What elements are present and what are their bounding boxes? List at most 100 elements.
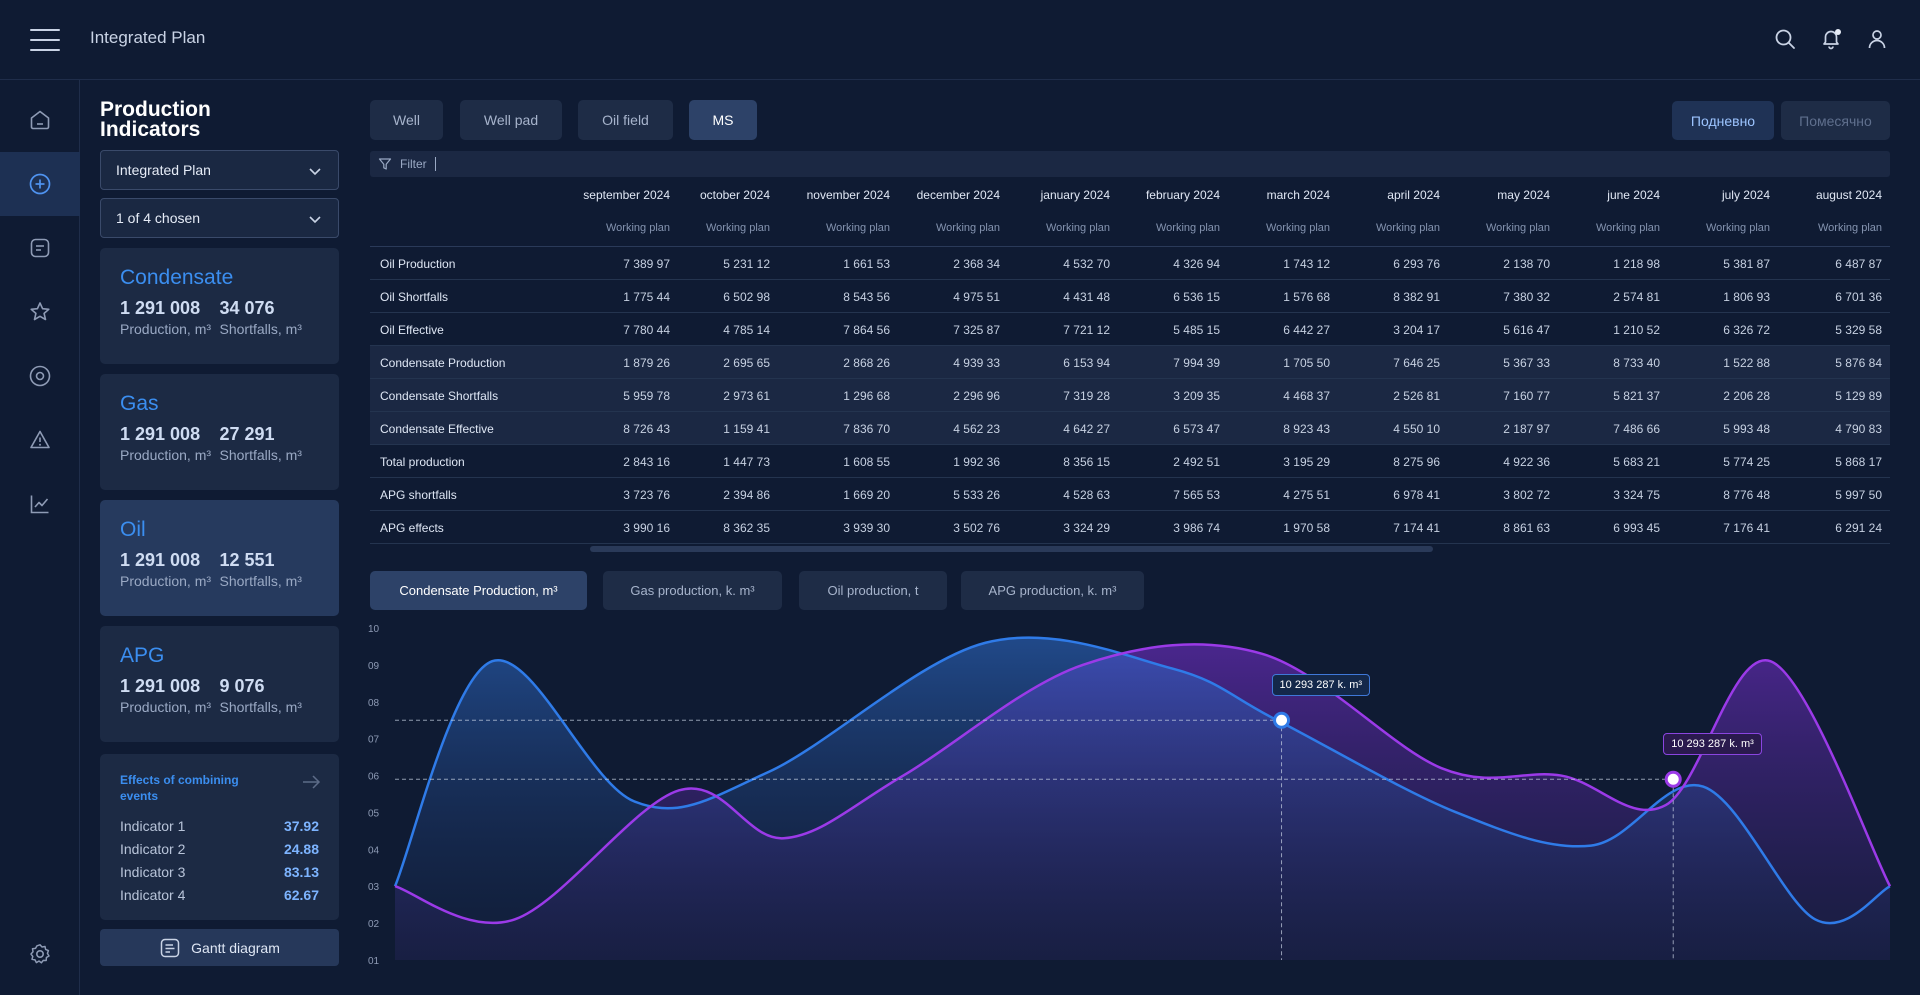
bell-icon[interactable] bbox=[1818, 26, 1844, 52]
card-condensate[interactable]: Condensate 1 291 008 Production, m³ 34 07… bbox=[100, 248, 339, 364]
table-cell: 2 187 97 bbox=[1503, 422, 1550, 436]
table-cell: 1 159 41 bbox=[723, 422, 770, 436]
table-cell: 4 790 83 bbox=[1835, 422, 1882, 436]
table-scrollbar[interactable] bbox=[590, 546, 1433, 552]
tab-ms[interactable]: MS bbox=[689, 100, 757, 140]
table-cell: 6 153 94 bbox=[1063, 356, 1110, 370]
table-cell: 4 550 10 bbox=[1393, 422, 1440, 436]
column-header[interactable]: november 2024 bbox=[806, 188, 890, 202]
table-cell: 1 806 93 bbox=[1723, 290, 1770, 304]
column-subheader: Working plan bbox=[706, 222, 770, 234]
column-header[interactable]: march 2024 bbox=[1266, 188, 1330, 202]
data-point-marker[interactable] bbox=[1664, 770, 1682, 788]
effects-title: Effects of combining events bbox=[120, 773, 239, 803]
table-cell: 4 939 33 bbox=[953, 356, 1000, 370]
table-cell: 3 502 76 bbox=[953, 521, 1000, 535]
monthly-button[interactable]: Помесячно bbox=[1781, 101, 1890, 140]
search-icon[interactable] bbox=[1772, 26, 1798, 52]
table-row[interactable]: Condensate Production 1 879 26 2 695 65 2 8… bbox=[370, 346, 1890, 379]
tab-well[interactable]: Well bbox=[370, 100, 443, 140]
table-row[interactable]: APG effects 3 990 16 8 362 35 3 939 30 3 502… bbox=[370, 511, 1890, 544]
table-cell: 7 325 87 bbox=[953, 323, 1000, 337]
data-point-marker[interactable] bbox=[1273, 711, 1291, 729]
chart-tab-apg[interactable]: APG production, k. m³ bbox=[961, 571, 1144, 610]
table-cell: 4 532 70 bbox=[1063, 257, 1110, 271]
chart-tab-oil[interactable]: Oil production, t bbox=[799, 571, 947, 610]
series-line[interactable] bbox=[393, 636, 1891, 925]
table-cell: 5 533 26 bbox=[953, 488, 1000, 502]
indicator-label: Indicator 4 bbox=[120, 887, 186, 903]
column-header[interactable]: october 2024 bbox=[699, 188, 770, 202]
card-oil[interactable]: Oil 1 291 008 Production, m³ 12 551 Shortf… bbox=[100, 500, 339, 616]
table-cell: 6 993 45 bbox=[1613, 521, 1660, 535]
table-cell: 1 879 26 bbox=[623, 356, 670, 370]
tab-oil-field[interactable]: Oil field bbox=[578, 100, 673, 140]
column-header[interactable]: january 2024 bbox=[1040, 188, 1110, 202]
daily-button[interactable]: Подневно bbox=[1672, 101, 1774, 140]
chart-svg: 10 09 08 07 06 05 04 03 02 01 bbox=[368, 624, 1892, 967]
table-row[interactable]: Condensate Shortfalls 5 959 78 2 973 61 1 2… bbox=[370, 379, 1890, 412]
column-header[interactable]: august 2024 bbox=[1815, 188, 1882, 202]
menu-icon[interactable] bbox=[30, 29, 60, 51]
column-subheader: Working plan bbox=[1046, 222, 1110, 234]
tab-well-pad[interactable]: Well pad bbox=[460, 100, 562, 140]
production-unit: Production, m³ bbox=[120, 699, 212, 715]
table-cell: 7 565 53 bbox=[1173, 488, 1220, 502]
column-header[interactable]: december 2024 bbox=[916, 188, 1000, 202]
column-header[interactable]: july 2024 bbox=[1721, 188, 1770, 202]
top-bar: Integrated Plan bbox=[0, 0, 1920, 80]
star-icon[interactable] bbox=[0, 280, 80, 344]
chart-tab-condensate[interactable]: Condensate Production, m³ bbox=[370, 571, 587, 610]
column-header[interactable]: april 2024 bbox=[1387, 188, 1440, 202]
plan-select[interactable]: Integrated Plan bbox=[100, 150, 339, 190]
home-icon[interactable] bbox=[0, 88, 80, 152]
column-header[interactable]: june 2024 bbox=[1607, 188, 1660, 202]
table-row[interactable]: APG shortfalls 3 723 76 2 394 86 1 669 20 5 … bbox=[370, 478, 1890, 511]
card-gas[interactable]: Gas 1 291 008 Production, m³ 27 291 Shortf… bbox=[100, 374, 339, 490]
table-cell: 7 646 25 bbox=[1393, 356, 1440, 370]
production-value: 1 291 008 bbox=[120, 676, 201, 696]
table-cell: 6 442 27 bbox=[1283, 323, 1330, 337]
table-cell: 5 129 89 bbox=[1835, 389, 1882, 403]
column-subheader: Working plan bbox=[826, 222, 890, 234]
table-cell: 2 206 28 bbox=[1723, 389, 1770, 403]
column-header[interactable]: february 2024 bbox=[1145, 188, 1220, 202]
column-subheader: Working plan bbox=[1486, 222, 1550, 234]
table-cell: 2 973 61 bbox=[723, 389, 770, 403]
user-icon[interactable] bbox=[1864, 26, 1890, 52]
row-label: Oil Production bbox=[380, 257, 456, 271]
table-row[interactable]: Oil Shortfalls 1 775 44 6 502 98 8 543 56 4 … bbox=[370, 280, 1890, 313]
shortfalls-value: 27 291 bbox=[219, 424, 275, 444]
chosen-select[interactable]: 1 of 4 chosen bbox=[100, 198, 339, 238]
y-tick-label: 03 bbox=[368, 882, 380, 893]
table-row[interactable]: Condensate Effective 8 726 43 1 159 41 7 83… bbox=[370, 412, 1890, 445]
add-circle-icon[interactable] bbox=[0, 152, 80, 216]
y-tick-label: 09 bbox=[368, 661, 380, 672]
table-cell: 1 669 20 bbox=[843, 488, 890, 502]
document-icon[interactable] bbox=[0, 216, 80, 280]
table-cell: 6 978 41 bbox=[1393, 488, 1440, 502]
chart-line-icon[interactable] bbox=[0, 472, 80, 536]
column-header[interactable]: may 2024 bbox=[1497, 188, 1550, 202]
table-row[interactable]: Total production 2 843 16 1 447 73 1 608 55… bbox=[370, 445, 1890, 478]
gantt-button[interactable]: Gantt diagram bbox=[100, 929, 339, 966]
settings-icon[interactable] bbox=[0, 922, 80, 986]
filter-input[interactable]: Filter bbox=[370, 151, 1890, 177]
table-row[interactable]: Oil Production 7 389 97 5 231 12 1 661 53 2 … bbox=[370, 247, 1890, 280]
table-cell: 5 485 15 bbox=[1173, 323, 1220, 337]
table-cell: 3 986 74 bbox=[1173, 521, 1220, 535]
column-subheader: Working plan bbox=[1266, 222, 1330, 234]
text-cursor bbox=[434, 157, 436, 171]
card-apg[interactable]: APG 1 291 008 Production, m³ 9 076 Shortfa… bbox=[100, 626, 339, 742]
chevron-down-icon bbox=[309, 168, 321, 176]
y-tick-label: 04 bbox=[368, 845, 380, 856]
column-header[interactable]: september 2024 bbox=[583, 188, 670, 202]
arrow-right-icon[interactable] bbox=[301, 774, 321, 790]
chart-tab-gas[interactable]: Gas production, k. m³ bbox=[603, 571, 782, 610]
table-cell: 5 997 50 bbox=[1835, 488, 1882, 502]
table-row[interactable]: Oil Effective 7 780 44 4 785 14 7 864 56 7 3… bbox=[370, 313, 1890, 346]
indicator-value: 83.13 bbox=[283, 864, 319, 880]
production-chart: 10 09 08 07 06 05 04 03 02 01 10 293 287 k. m³ 10… bbox=[360, 612, 1900, 972]
warning-icon[interactable] bbox=[0, 408, 80, 472]
target-icon[interactable] bbox=[0, 344, 80, 408]
